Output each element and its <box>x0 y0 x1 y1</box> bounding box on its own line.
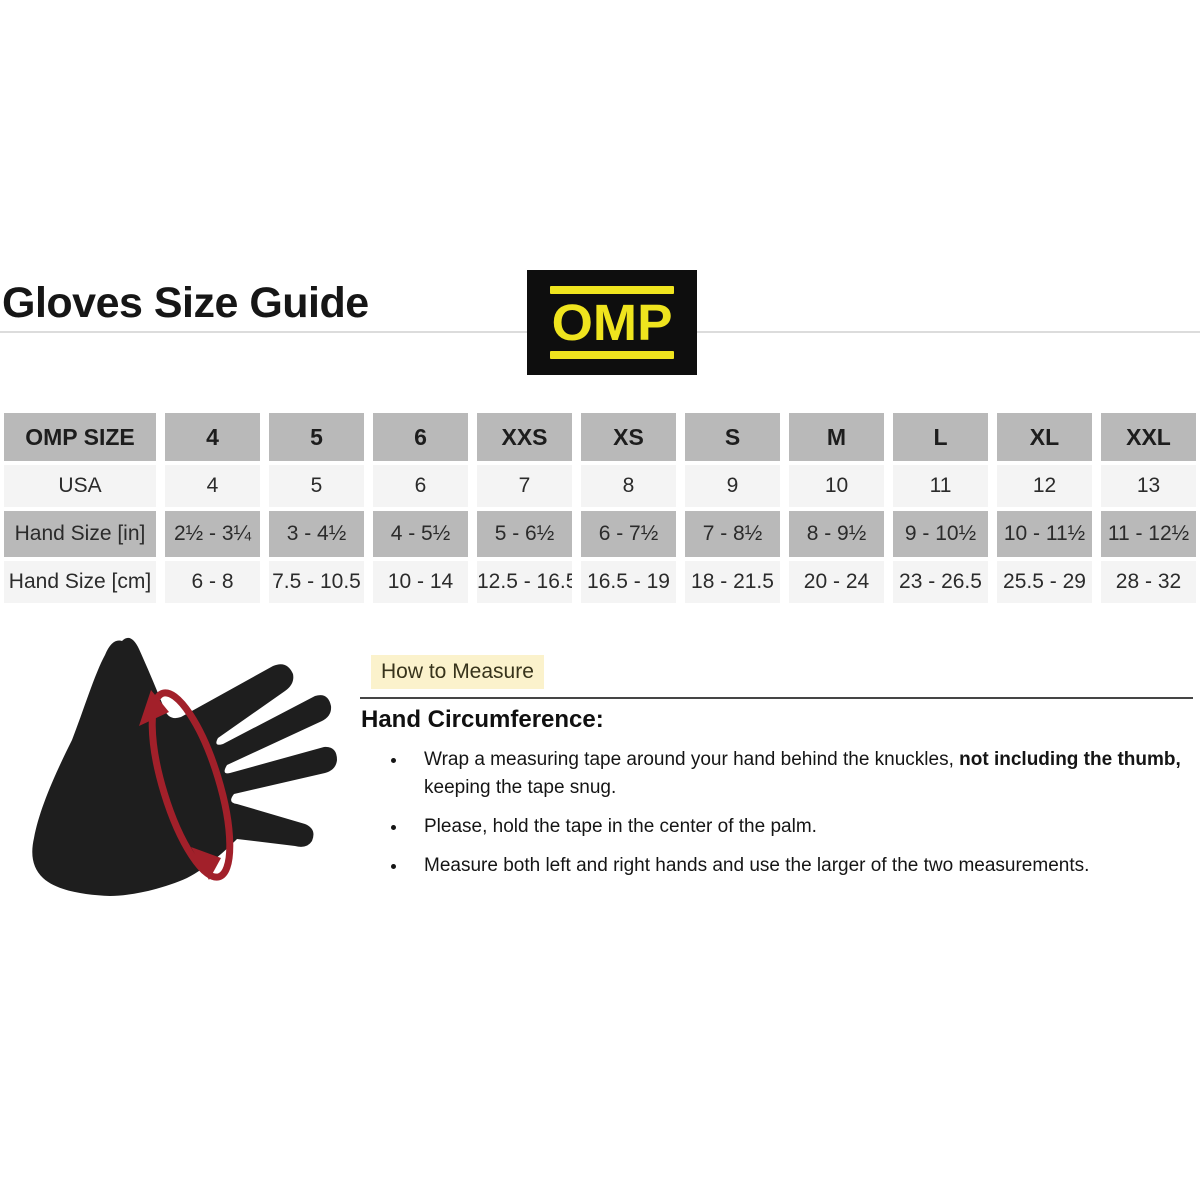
size-cell: 11 - 12½ <box>1101 511 1196 557</box>
size-cell: 5 <box>269 465 364 507</box>
size-cell: S <box>685 413 780 461</box>
table-row: Hand Size [cm] 6 - 8 7.5 - 10.5 10 - 14 12.5… <box>4 561 1196 603</box>
measure-instruction-item: Wrap a measuring tape around your hand b… <box>408 746 1200 802</box>
size-cell: 5 <box>269 413 364 461</box>
size-cell: 6 <box>373 413 468 461</box>
size-cell: XL <box>997 413 1092 461</box>
size-cell: 9 - 10½ <box>893 511 988 557</box>
size-cell: 4 <box>165 413 260 461</box>
table-row: OMP SIZE 4 5 6 XXS XS S M L XL XXL <box>4 413 1196 461</box>
section-divider <box>360 697 1193 699</box>
hand-measurement-illustration <box>32 637 338 896</box>
size-cell: XS <box>581 413 676 461</box>
hand-silhouette-icon <box>32 637 338 896</box>
size-cell: 28 - 32 <box>1101 561 1196 603</box>
omp-logo-bottom-bar-icon <box>550 351 674 359</box>
size-guide-table-body: OMP SIZE 4 5 6 XXS XS S M L XL XXL USA 4 5 6 7 8 9 10 11 12 1… <box>4 413 1196 603</box>
size-cell: 4 <box>165 465 260 507</box>
size-cell: 2½ - 3¼ <box>165 511 260 557</box>
hand-circumference-heading: Hand Circumference: <box>361 706 604 733</box>
size-cell: 10 - 11½ <box>997 511 1092 557</box>
measuring-tape-arrow-icon <box>139 689 234 881</box>
size-cell: 12 <box>997 465 1092 507</box>
measure-instruction-item: Measure both left and right hands and us… <box>408 852 1200 880</box>
size-cell: 7 - 8½ <box>685 511 780 557</box>
size-cell: 4 - 5½ <box>373 511 468 557</box>
size-cell: 6 - 8 <box>165 561 260 603</box>
row-label: USA <box>4 465 156 507</box>
page-title: Gloves Size Guide <box>2 279 369 327</box>
size-cell: 8 <box>581 465 676 507</box>
size-cell: L <box>893 413 988 461</box>
size-cell: 16.5 - 19 <box>581 561 676 603</box>
size-cell: 8 - 9½ <box>789 511 884 557</box>
size-cell: 11 <box>893 465 988 507</box>
size-cell: 9 <box>685 465 780 507</box>
omp-logo: OMP <box>527 270 697 375</box>
table-row: USA 4 5 6 7 8 9 10 11 12 13 <box>4 465 1196 507</box>
size-cell: 20 - 24 <box>789 561 884 603</box>
size-cell: 7.5 - 10.5 <box>269 561 364 603</box>
measure-instructions-list: Wrap a measuring tape around your hand b… <box>380 746 1200 891</box>
omp-logo-top-bar-icon <box>550 286 674 294</box>
size-cell: XXS <box>477 413 572 461</box>
size-cell: 13 <box>1101 465 1196 507</box>
how-to-measure-label: How to Measure <box>371 655 544 689</box>
omp-logo-text: OMP <box>551 294 673 351</box>
size-cell: XXL <box>1101 413 1196 461</box>
size-cell: 23 - 26.5 <box>893 561 988 603</box>
size-cell: M <box>789 413 884 461</box>
size-cell: 25.5 - 29 <box>997 561 1092 603</box>
row-label: Hand Size [in] <box>4 511 156 557</box>
size-cell: 5 - 6½ <box>477 511 572 557</box>
size-cell: 18 - 21.5 <box>685 561 780 603</box>
size-cell: 10 <box>789 465 884 507</box>
size-cell: 10 - 14 <box>373 561 468 603</box>
size-guide-table: OMP SIZE 4 5 6 XXS XS S M L XL XXL USA 4 5 6 7 8 9 10 11 12 1… <box>0 409 1200 607</box>
size-cell: 3 - 4½ <box>269 511 364 557</box>
measure-instruction-item: Please, hold the tape in the center of t… <box>408 813 1200 841</box>
table-row: Hand Size [in] 2½ - 3¼ 3 - 4½ 4 - 5½ 5 - 6½ 6… <box>4 511 1196 557</box>
size-cell: 7 <box>477 465 572 507</box>
size-cell: 12.5 - 16.5 <box>477 561 572 603</box>
size-cell: 6 <box>373 465 468 507</box>
size-cell: 6 - 7½ <box>581 511 676 557</box>
row-label: Hand Size [cm] <box>4 561 156 603</box>
row-label: OMP SIZE <box>4 413 156 461</box>
